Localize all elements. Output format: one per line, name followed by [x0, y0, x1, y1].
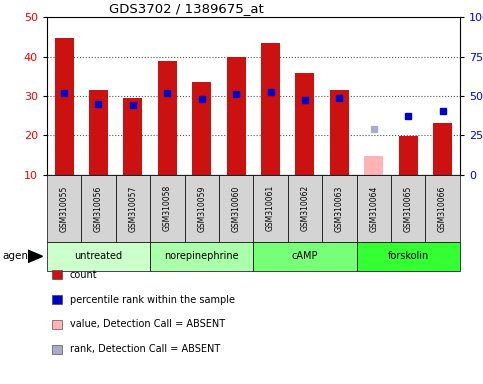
Text: GSM310057: GSM310057	[128, 185, 137, 232]
Text: cAMP: cAMP	[292, 251, 318, 262]
Text: agent: agent	[2, 251, 32, 262]
Text: GSM310058: GSM310058	[163, 185, 172, 232]
Text: GSM310063: GSM310063	[335, 185, 344, 232]
Text: GSM310055: GSM310055	[59, 185, 69, 232]
Bar	[296, 73, 314, 175]
Text: GSM310066: GSM310066	[438, 185, 447, 232]
Text: GSM310062: GSM310062	[300, 185, 310, 232]
Polygon shape	[28, 250, 43, 263]
Bar	[124, 98, 142, 175]
Bar	[364, 156, 383, 175]
Bar	[433, 123, 452, 175]
Text: GSM310056: GSM310056	[94, 185, 103, 232]
Text: percentile rank within the sample: percentile rank within the sample	[70, 295, 235, 305]
Text: GDS3702 / 1389675_at: GDS3702 / 1389675_at	[109, 2, 264, 15]
Bar	[330, 90, 349, 175]
Bar	[192, 82, 211, 175]
Text: GSM310059: GSM310059	[197, 185, 206, 232]
Text: count: count	[70, 270, 97, 280]
Bar	[261, 43, 280, 175]
Text: untreated: untreated	[74, 251, 123, 262]
Text: GSM310064: GSM310064	[369, 185, 378, 232]
Text: GSM310060: GSM310060	[232, 185, 241, 232]
Bar	[158, 61, 177, 175]
Text: norepinephrine: norepinephrine	[164, 251, 239, 262]
Bar	[89, 90, 108, 175]
Text: forskolin: forskolin	[387, 251, 429, 262]
Bar	[227, 56, 245, 175]
Text: GSM310065: GSM310065	[404, 185, 412, 232]
Text: value, Detection Call = ABSENT: value, Detection Call = ABSENT	[70, 319, 225, 329]
Text: GSM310061: GSM310061	[266, 185, 275, 232]
Text: rank, Detection Call = ABSENT: rank, Detection Call = ABSENT	[70, 344, 220, 354]
Bar	[399, 136, 418, 175]
Bar	[55, 38, 73, 175]
